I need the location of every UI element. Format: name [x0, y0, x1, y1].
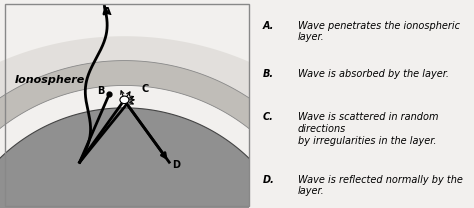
Text: Wave is scattered in random directions
by irregularities in the layer.: Wave is scattered in random directions b…	[298, 112, 438, 146]
Text: Wave is absorbed by the layer.: Wave is absorbed by the layer.	[298, 69, 449, 79]
Text: B: B	[97, 86, 104, 96]
Text: Wave is reflected normally by the layer.: Wave is reflected normally by the layer.	[298, 175, 463, 196]
Text: B.: B.	[263, 69, 273, 79]
Polygon shape	[0, 108, 304, 208]
Text: A.: A.	[263, 21, 274, 31]
Text: A: A	[103, 7, 111, 17]
Text: D: D	[172, 161, 180, 171]
Polygon shape	[0, 36, 398, 208]
Text: Ionosphere: Ionosphere	[15, 75, 85, 85]
Text: C.: C.	[263, 112, 273, 122]
Text: Wave penetrates the ionospheric layer.: Wave penetrates the ionospheric layer.	[298, 21, 460, 42]
Text: C: C	[142, 84, 149, 94]
Polygon shape	[0, 61, 343, 208]
Text: D.: D.	[263, 175, 274, 185]
Circle shape	[120, 96, 129, 104]
